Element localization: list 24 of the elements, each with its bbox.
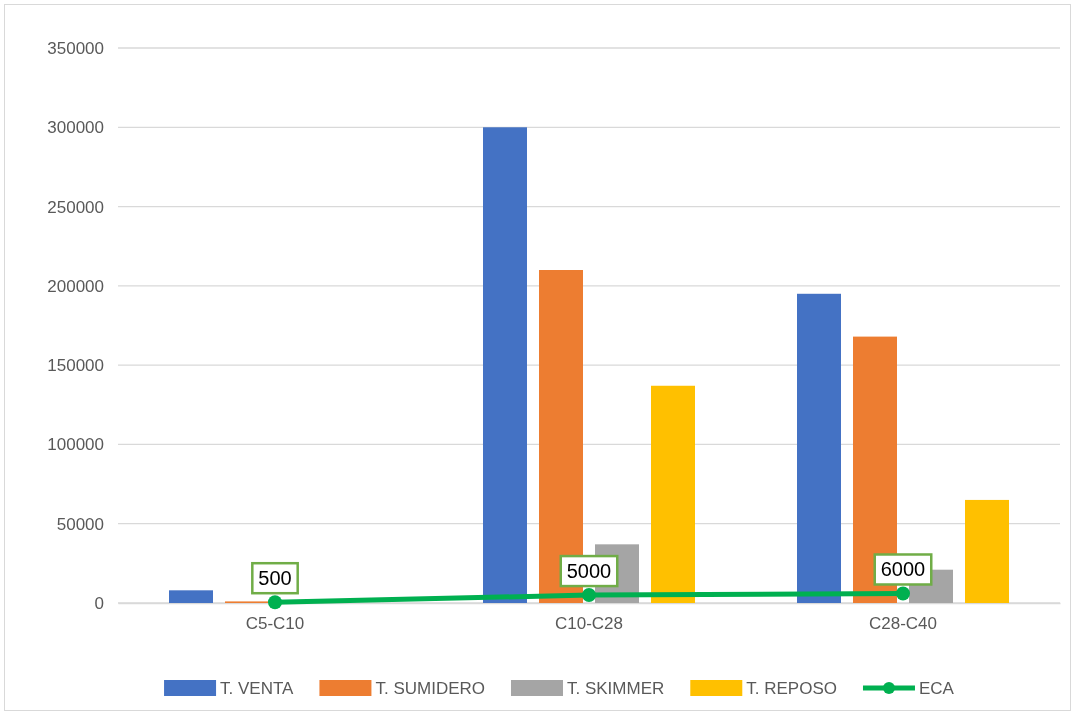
data-label: 500 [258, 567, 292, 590]
x-tick-label: C28-C40 [868, 614, 938, 634]
bar [483, 127, 527, 603]
y-tick-label: 300000 [47, 118, 104, 138]
y-tick-label: 0 [94, 593, 104, 613]
x-tick-label: C5-C10 [245, 614, 305, 634]
bar [169, 590, 213, 603]
bar [651, 385, 695, 603]
y-tick-label: 250000 [47, 197, 104, 217]
y-tick-label: 150000 [47, 356, 104, 376]
y-tick-label: 50000 [56, 514, 104, 534]
legend-label: T. SUMIDERO [375, 679, 485, 698]
legend-label: T. SKIMMER [566, 679, 665, 698]
x-tick-label: C10-C28 [554, 614, 624, 634]
legend-label: ECA [918, 679, 955, 698]
legend-label: T. VENTA [220, 679, 295, 698]
data-label: 6000 [880, 558, 926, 581]
legend-label: T. REPOSO [746, 679, 837, 698]
y-tick-label: 100000 [47, 435, 104, 455]
bar [965, 499, 1009, 603]
bar [797, 293, 841, 603]
data-label: 5000 [566, 560, 612, 583]
y-tick-label: 200000 [47, 276, 104, 296]
y-tick-label: 350000 [47, 38, 104, 58]
